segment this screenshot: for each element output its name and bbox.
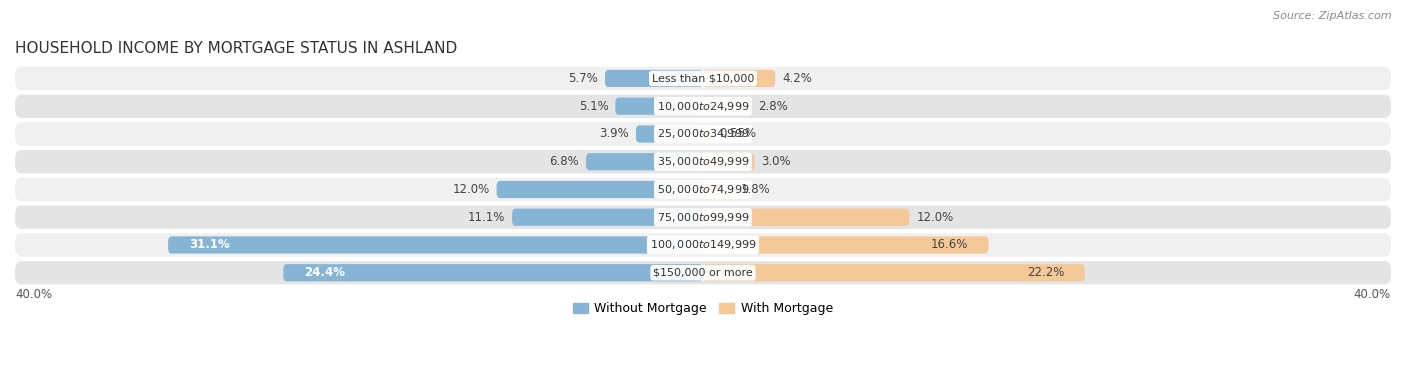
Text: $25,000 to $34,999: $25,000 to $34,999 xyxy=(657,127,749,141)
FancyBboxPatch shape xyxy=(15,261,1391,284)
Text: 16.6%: 16.6% xyxy=(931,239,967,251)
Text: $150,000 or more: $150,000 or more xyxy=(654,268,752,278)
Text: 22.2%: 22.2% xyxy=(1026,266,1064,279)
FancyBboxPatch shape xyxy=(169,236,703,254)
Text: 40.0%: 40.0% xyxy=(15,288,52,301)
Text: 5.1%: 5.1% xyxy=(579,100,609,113)
Text: 3.9%: 3.9% xyxy=(599,127,628,141)
FancyBboxPatch shape xyxy=(284,264,703,281)
Text: 4.2%: 4.2% xyxy=(782,72,813,85)
FancyBboxPatch shape xyxy=(703,209,910,226)
Text: $100,000 to $149,999: $100,000 to $149,999 xyxy=(650,239,756,251)
Text: Source: ZipAtlas.com: Source: ZipAtlas.com xyxy=(1274,11,1392,21)
FancyBboxPatch shape xyxy=(15,178,1391,201)
FancyBboxPatch shape xyxy=(703,125,713,143)
Text: 5.7%: 5.7% xyxy=(568,72,598,85)
Text: 3.0%: 3.0% xyxy=(762,155,792,168)
FancyBboxPatch shape xyxy=(15,233,1391,257)
FancyBboxPatch shape xyxy=(15,67,1391,90)
FancyBboxPatch shape xyxy=(15,206,1391,229)
Text: 1.8%: 1.8% xyxy=(741,183,770,196)
Text: $50,000 to $74,999: $50,000 to $74,999 xyxy=(657,183,749,196)
FancyBboxPatch shape xyxy=(15,122,1391,146)
FancyBboxPatch shape xyxy=(15,150,1391,174)
Text: HOUSEHOLD INCOME BY MORTGAGE STATUS IN ASHLAND: HOUSEHOLD INCOME BY MORTGAGE STATUS IN A… xyxy=(15,42,457,56)
FancyBboxPatch shape xyxy=(616,98,703,115)
FancyBboxPatch shape xyxy=(703,236,988,254)
Text: 6.8%: 6.8% xyxy=(550,155,579,168)
FancyBboxPatch shape xyxy=(703,264,1085,281)
FancyBboxPatch shape xyxy=(512,209,703,226)
Legend: Without Mortgage, With Mortgage: Without Mortgage, With Mortgage xyxy=(568,297,838,320)
FancyBboxPatch shape xyxy=(703,98,751,115)
Text: 0.55%: 0.55% xyxy=(720,127,756,141)
Text: 40.0%: 40.0% xyxy=(1354,288,1391,301)
FancyBboxPatch shape xyxy=(636,125,703,143)
Text: 12.0%: 12.0% xyxy=(453,183,489,196)
FancyBboxPatch shape xyxy=(703,153,755,170)
FancyBboxPatch shape xyxy=(605,70,703,87)
Text: $10,000 to $24,999: $10,000 to $24,999 xyxy=(657,100,749,113)
Text: Less than $10,000: Less than $10,000 xyxy=(652,73,754,84)
FancyBboxPatch shape xyxy=(496,181,703,198)
Text: $35,000 to $49,999: $35,000 to $49,999 xyxy=(657,155,749,168)
Text: 11.1%: 11.1% xyxy=(468,211,505,224)
FancyBboxPatch shape xyxy=(703,181,734,198)
FancyBboxPatch shape xyxy=(15,94,1391,118)
Text: 24.4%: 24.4% xyxy=(304,266,344,279)
FancyBboxPatch shape xyxy=(586,153,703,170)
FancyBboxPatch shape xyxy=(703,70,775,87)
Text: $75,000 to $99,999: $75,000 to $99,999 xyxy=(657,211,749,224)
Text: 31.1%: 31.1% xyxy=(188,239,229,251)
Text: 2.8%: 2.8% xyxy=(758,100,787,113)
Text: 12.0%: 12.0% xyxy=(917,211,953,224)
